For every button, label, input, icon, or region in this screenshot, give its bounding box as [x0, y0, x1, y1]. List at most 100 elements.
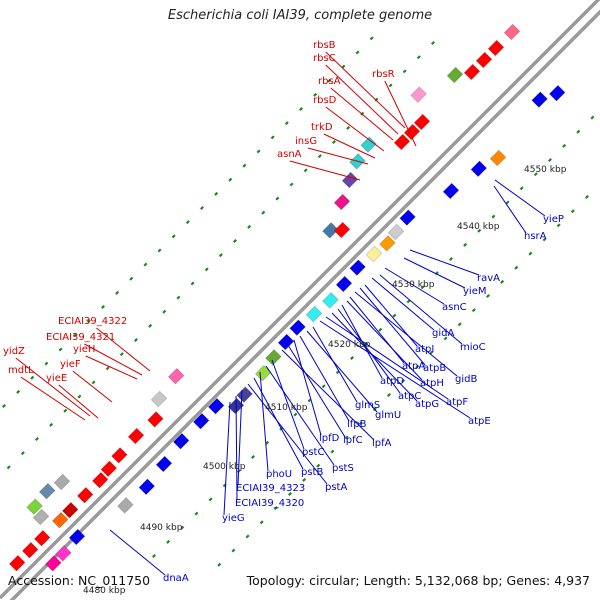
track-dot: [350, 356, 354, 360]
track-dot: [72, 333, 77, 338]
reverse-gene-label: pstS: [332, 463, 354, 474]
forward-gene-block-shape: [8, 554, 26, 572]
track-dot: [576, 129, 581, 134]
reverse-gene-block: [399, 209, 417, 227]
backbone-strand-inner: [9, 9, 600, 600]
forward-gene-block-shape: [53, 473, 71, 491]
gene-features-layer: [8, 23, 566, 572]
reverse-leader-line: [371, 277, 435, 331]
forward-gene-block: [360, 136, 378, 154]
track-dot: [330, 449, 335, 454]
reverse-leader-line: [237, 389, 243, 486]
reverse-gene-label: glmS: [355, 400, 380, 411]
forward-gene-block: [32, 508, 50, 526]
forward-leader-line: [325, 64, 399, 135]
track-dot: [358, 421, 363, 426]
forward-gene-label: yieE: [46, 373, 67, 384]
track-dot: [449, 257, 453, 261]
track-dot: [247, 224, 252, 229]
track-dot: [194, 511, 199, 516]
reverse-gene-block: [277, 333, 295, 351]
track-dot: [590, 115, 595, 120]
reverse-gene-block-shape: [349, 259, 367, 277]
reverse-gene-label: ECIAI39_4323: [236, 483, 305, 494]
reverse-gene-label: ECIAI39_4320: [235, 498, 304, 509]
track-dot: [307, 398, 312, 403]
track-dot: [388, 83, 393, 88]
track-dot: [471, 308, 476, 313]
track-dot: [256, 149, 261, 154]
forward-gene-block: [38, 482, 56, 500]
reverse-gene-block: [138, 478, 156, 496]
reverse-gene-label: yieM: [463, 286, 486, 297]
reverse-leader-line: [494, 179, 546, 217]
forward-gene-block-shape: [410, 86, 428, 104]
forward-leader-line: [325, 106, 385, 152]
reverse-gene-block: [172, 432, 190, 450]
reverse-gene-label: atpF: [446, 397, 468, 408]
reverse-gene-block-shape: [548, 84, 566, 102]
reverse-gene-block: [289, 319, 307, 337]
reverse-gene-block: [305, 305, 323, 323]
track-dot: [556, 223, 561, 228]
forward-gene-block-shape: [167, 367, 185, 385]
forward-gene-block: [53, 473, 71, 491]
forward-leader-line: [307, 147, 369, 165]
forward-gene-block: [341, 171, 359, 189]
reverse-leader-line: [259, 371, 269, 472]
reverse-gene-label: atpG: [415, 399, 439, 410]
reverse-gene-block-shape: [192, 412, 210, 430]
reverse-gene-block-shape: [399, 209, 417, 227]
reverse-gene-block: [442, 182, 460, 200]
track-dot: [430, 41, 435, 46]
reverse-leader-line: [293, 339, 322, 436]
track-dot: [562, 143, 567, 148]
track-dot: [547, 158, 552, 163]
forward-gene-label: ECIAI39_4322: [58, 316, 127, 327]
reverse-gene-label: pstC: [302, 447, 324, 458]
track-dot: [346, 125, 351, 130]
reverse-leader-line: [346, 300, 423, 381]
track-dot: [293, 412, 298, 417]
track-dot: [58, 347, 63, 352]
forward-gene-label: rbsA: [318, 76, 341, 87]
track-dot: [86, 319, 91, 324]
track-dot: [261, 210, 266, 215]
forward-gene-label: rbsD: [313, 95, 337, 106]
forward-gene-block-shape: [150, 390, 168, 408]
label-leader-lines: [15, 51, 546, 576]
reverse-gene-block-shape: [264, 348, 282, 366]
reverse-gene-block: [44, 554, 62, 572]
reverse-gene-block: [489, 149, 507, 167]
track-dot: [584, 195, 589, 200]
track-dot: [491, 214, 496, 219]
reverse-gene-block: [116, 496, 134, 514]
forward-gene-block: [61, 501, 79, 519]
reverse-leader-line: [235, 395, 238, 501]
track-dot: [284, 121, 289, 126]
reverse-gene-label: gidA: [432, 328, 454, 339]
reverse-gene-label: hsrA: [524, 231, 547, 242]
track-dot: [321, 384, 326, 389]
track-dot: [378, 327, 383, 332]
track-dot: [477, 228, 482, 233]
reverse-gene-block-shape: [378, 234, 396, 252]
forward-gene-block-shape: [333, 221, 351, 239]
track-dot: [16, 389, 21, 394]
reverse-gene-block: [264, 348, 282, 366]
kbp-tick-label: 4530 kbp: [392, 280, 435, 290]
kbp-tick-label: 4510 kbp: [265, 403, 308, 413]
track-dot: [429, 350, 434, 355]
forward-leader-line: [85, 355, 138, 380]
reverse-leader-line: [253, 377, 304, 470]
track-dot: [500, 279, 505, 284]
track-dot: [176, 295, 181, 300]
reverse-gene-label: atpE: [468, 416, 491, 427]
track-dot: [245, 534, 250, 539]
forward-gene-block-shape: [503, 23, 521, 41]
track-dot: [344, 435, 349, 440]
reverse-gene-block-shape: [305, 305, 323, 323]
reverse-leader-line: [265, 365, 335, 466]
forward-gene-block: [110, 446, 128, 464]
